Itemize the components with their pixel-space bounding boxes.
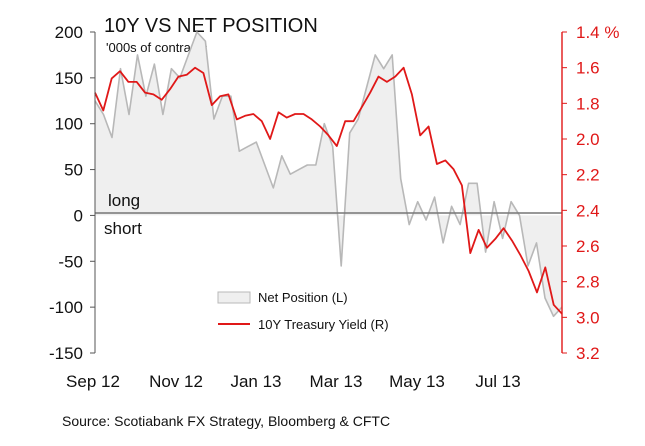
- x-tick-label: Sep 12: [66, 372, 120, 391]
- left-tick-label: 150: [55, 69, 83, 88]
- legend: Net Position (L) 10Y Treasury Yield (R): [217, 290, 389, 332]
- source-note: Source: Scotiabank FX Strategy, Bloomber…: [62, 413, 390, 429]
- legend-swatch-net-position: [217, 291, 251, 304]
- net-position-area-layer: [94, 31, 563, 318]
- right-tick-label: 2.4: [576, 201, 600, 220]
- long-annotation: long: [108, 191, 140, 210]
- chart-title: 10Y VS NET POSITION: [104, 15, 318, 37]
- left-tick-label: 0: [74, 206, 83, 225]
- left-tick-label: -50: [58, 252, 83, 271]
- right-tick-label: 1.4 %: [576, 23, 619, 42]
- short-annotation: short: [104, 219, 142, 238]
- chart-subtitle: '000s of contracts: [106, 40, 208, 55]
- right-tick-label: 2.0: [576, 130, 600, 149]
- left-tick-label: 50: [64, 161, 83, 180]
- legend-label-net-position: Net Position (L): [258, 290, 348, 305]
- right-tick-label: 3.2: [576, 344, 600, 363]
- left-tick-label: -150: [49, 344, 83, 363]
- x-tick-label: Jul 13: [475, 372, 520, 391]
- x-tick-label: Nov 12: [149, 372, 203, 391]
- left-tick-label: 100: [55, 115, 83, 134]
- right-tick-label: 2.6: [576, 237, 600, 256]
- right-axis-ticks: 1.4 % 1.6 1.8 2.0 2.2 2.4 2.6 2.8 3.0 3.2: [562, 23, 619, 363]
- yield-line-layer: [94, 66, 563, 315]
- right-tick-label: 1.6: [576, 59, 600, 78]
- left-tick-label: -100: [49, 298, 83, 317]
- x-tick-label: Jan 13: [230, 372, 281, 391]
- right-tick-label: 1.8: [576, 94, 600, 113]
- legend-label-yield: 10Y Treasury Yield (R): [258, 317, 389, 332]
- right-tick-label: 2.8: [576, 273, 600, 292]
- left-tick-label: 200: [55, 23, 83, 42]
- right-tick-label: 3.0: [576, 308, 600, 327]
- left-axis-ticks: 200 150 100 50 0 -50 -100 -150: [49, 23, 95, 363]
- x-axis-ticks: Sep 12 Nov 12 Jan 13 Mar 13 May 13 Jul 13: [66, 372, 521, 391]
- x-tick-label: May 13: [389, 372, 445, 391]
- right-tick-label: 2.2: [576, 166, 600, 185]
- x-tick-label: Mar 13: [310, 372, 363, 391]
- yield-line: [94, 66, 563, 315]
- net-position-area: [95, 32, 562, 317]
